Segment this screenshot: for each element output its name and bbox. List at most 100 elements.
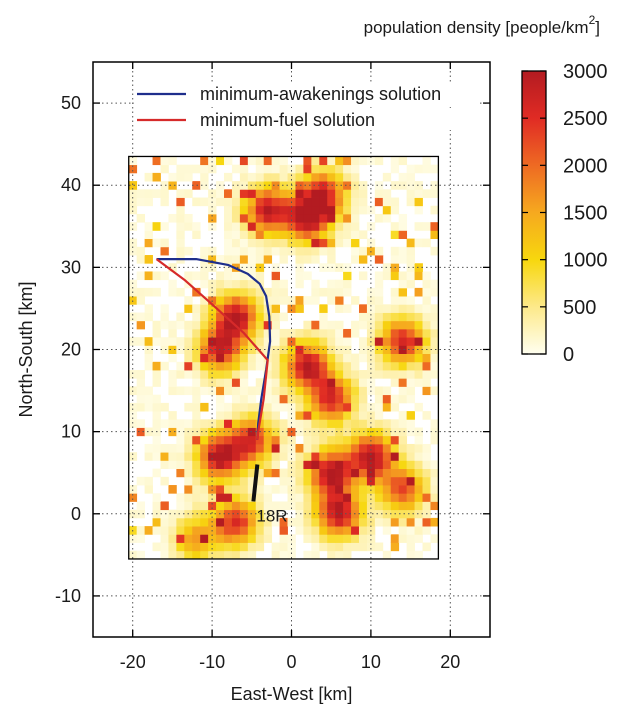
heatmap-cell [295, 460, 304, 469]
heatmap-cell [430, 476, 439, 486]
y-tick-label: 20 [61, 340, 81, 360]
heatmap-cell [398, 394, 408, 404]
heatmap-cell [303, 419, 312, 428]
heatmap-cell [247, 435, 257, 445]
heatmap-cell [200, 501, 209, 511]
heatmap-cell [303, 427, 312, 437]
heatmap-cell [311, 230, 320, 239]
heatmap-cell [247, 468, 257, 478]
heatmap-cell [152, 517, 161, 527]
runway-marker [251, 464, 260, 502]
heatmap-cell [168, 279, 177, 289]
heatmap-cell [398, 476, 408, 486]
heatmap-cell [327, 164, 336, 174]
heatmap-cell [239, 238, 249, 248]
heatmap-cell [216, 353, 225, 363]
heatmap-cell [430, 230, 439, 239]
heatmap-cell [271, 222, 280, 231]
heatmap-cell [176, 361, 185, 371]
heatmap-cell [224, 328, 233, 338]
heatmap-cell [200, 271, 209, 281]
heatmap-cell [279, 402, 288, 412]
heatmap-cell [279, 255, 288, 264]
heatmap-cell [279, 534, 288, 543]
heatmap-cell [327, 476, 336, 486]
heatmap-cell [271, 419, 280, 428]
heatmap-cell [271, 238, 280, 248]
heatmap-cell [327, 542, 336, 552]
heatmap-cell [327, 230, 336, 239]
heatmap-cell [255, 222, 265, 231]
heatmap-cell [366, 411, 376, 420]
heatmap-cell [200, 542, 209, 552]
heatmap-cell [287, 172, 296, 182]
heatmap-cell [160, 542, 169, 552]
heatmap-cell [152, 542, 161, 552]
heatmap-cell [311, 361, 320, 371]
heatmap-cell [176, 189, 185, 198]
heatmap-cell [216, 279, 225, 289]
heatmap-cell [176, 287, 185, 297]
heatmap-cell [327, 501, 336, 511]
heatmap-cell [224, 419, 233, 428]
heatmap-cell [160, 419, 169, 428]
heatmap-cell [255, 312, 265, 322]
heatmap-cell [279, 378, 288, 387]
heatmap-cell [311, 509, 320, 519]
heatmap-cell [224, 205, 233, 215]
heatmap-cell [239, 197, 249, 207]
heatmap-cell [382, 526, 392, 535]
heatmap-cell [303, 526, 312, 535]
heatmap-cell [406, 263, 415, 272]
heatmap-cell [247, 476, 257, 486]
heatmap-cell [184, 320, 193, 330]
heatmap-cell [247, 255, 257, 264]
heatmap-cell [271, 394, 280, 404]
heatmap-cell [351, 485, 360, 494]
heatmap-cell [216, 517, 225, 527]
heatmap-cell [335, 296, 344, 305]
heatmap-cell [279, 468, 288, 478]
heatmap-cell [160, 517, 169, 527]
heatmap-cell [390, 328, 400, 338]
heatmap-cell [216, 542, 225, 552]
heatmap-cell [287, 296, 296, 305]
heatmap-cell [231, 509, 241, 519]
heatmap-cell [374, 493, 384, 502]
heatmap-cell [390, 222, 400, 231]
heatmap-cell [398, 411, 408, 420]
heatmap-cell [239, 394, 249, 404]
heatmap-cell [422, 328, 431, 338]
heatmap-cell [184, 460, 193, 469]
heatmap-cell [327, 370, 336, 379]
heatmap-cell [311, 542, 320, 552]
heatmap-cell [319, 460, 328, 469]
heatmap-cell [295, 476, 304, 486]
heatmap-cell [184, 271, 193, 281]
heatmap-cell [279, 205, 288, 215]
heatmap-cell [430, 222, 439, 231]
heatmap-cell [414, 222, 423, 231]
heatmap-cell [192, 542, 201, 552]
heatmap-cell [144, 402, 153, 412]
heatmap-cell [271, 197, 280, 207]
heatmap-cell [279, 517, 288, 527]
heatmap-cell [414, 164, 423, 174]
heatmap-cell [192, 476, 201, 486]
heatmap-cell [136, 509, 146, 519]
heatmap-cell [390, 156, 400, 166]
heatmap-cell [168, 427, 177, 437]
heatmap-cell [295, 337, 304, 346]
heatmap-cell [374, 468, 384, 478]
heatmap-cell [184, 164, 193, 174]
heatmap-cell [343, 542, 352, 552]
heatmap-cell [295, 501, 304, 511]
heatmap-cell [255, 296, 265, 305]
heatmap-cell [295, 394, 304, 404]
heatmap-cell [374, 287, 384, 297]
heatmap-cell [152, 271, 161, 281]
heatmap-cell [358, 320, 368, 330]
heatmap-cell [263, 172, 273, 182]
heatmap-cell [295, 304, 304, 313]
heatmap-cell [152, 320, 161, 330]
